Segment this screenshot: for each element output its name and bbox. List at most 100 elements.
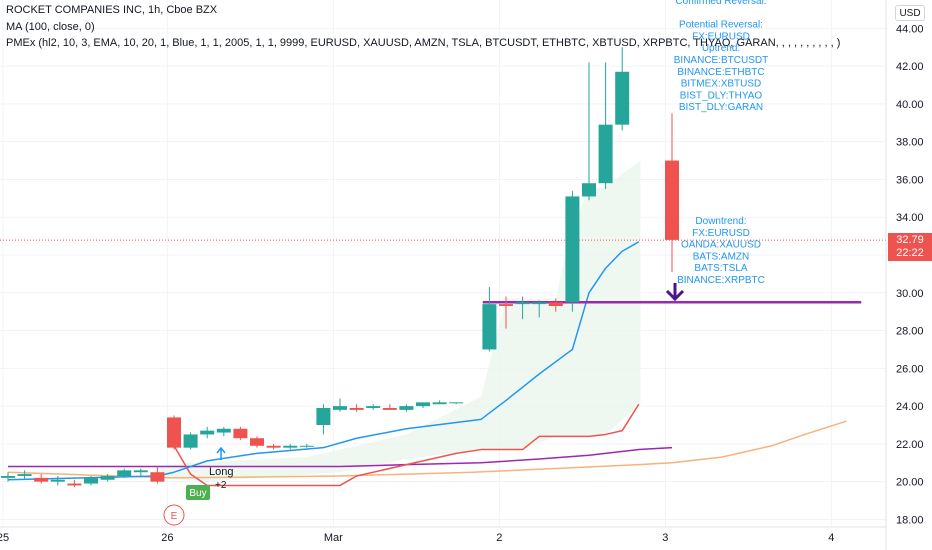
top-annotation-line: Potential Reversal:	[679, 20, 763, 31]
candles	[1, 47, 679, 488]
candle	[84, 476, 98, 486]
earnings-label: E	[171, 511, 178, 522]
long-count: +2	[215, 480, 227, 491]
candle	[299, 443, 314, 448]
candle-body	[233, 428, 248, 439]
candle	[34, 474, 49, 484]
candle	[349, 404, 364, 412]
candle	[582, 62, 596, 201]
candle-body	[399, 406, 414, 410]
ma-legend: MA (100, close, 0)	[6, 21, 95, 33]
candle	[432, 400, 447, 405]
y-tick-label: 42.00	[896, 61, 924, 73]
top-annotation-line: BITMEX:XBTUSD	[681, 79, 762, 90]
candle	[283, 443, 298, 450]
candle-body	[449, 402, 464, 404]
candle-body	[665, 160, 679, 240]
x-tick-label: 26	[161, 532, 173, 544]
candle-body	[283, 445, 298, 448]
symbol-legend: ROCKET COMPANIES INC, 1h, Cboe BZX	[6, 4, 218, 16]
top-annotation-line: BINANCE:BTCUSDT	[674, 55, 768, 66]
candle-body	[482, 304, 497, 350]
bottom-annotation-line: BINANCE:XRPBTC	[677, 275, 765, 286]
candle-body	[266, 445, 281, 448]
trend-cloud-area	[157, 160, 641, 482]
candle	[482, 287, 497, 352]
x-axis-ticks: 25 26 Mar 2 3 4	[0, 532, 834, 544]
candle-body	[499, 304, 513, 306]
top-annotation-line: BIST_DLY:THYAO	[680, 90, 763, 101]
pmex-legend: PMEx (hl2, 10, 3, EMA, 10, 20, 1, Blue, …	[6, 37, 841, 49]
ema-fast-line	[7, 241, 640, 481]
candle-body	[133, 470, 148, 473]
candle	[565, 190, 580, 312]
currency-button[interactable]: USD	[895, 5, 925, 21]
candle	[515, 296, 530, 320]
bottom-annotation-line: BATS:TSLA	[694, 263, 747, 274]
candle-body	[1, 476, 15, 478]
signal-markers: Long +2 Buy E	[163, 283, 685, 526]
candle	[67, 479, 82, 488]
candle-body	[382, 408, 397, 410]
candle	[233, 426, 248, 441]
candle-body	[50, 479, 65, 482]
candle-body	[200, 430, 215, 435]
ma100-line	[7, 420, 847, 479]
candle-body	[316, 408, 331, 425]
x-tick-label: Mar	[324, 532, 343, 544]
candle	[250, 436, 264, 448]
candle	[665, 113, 679, 272]
bottom-annotation-line: FX:EURUSD	[692, 228, 750, 239]
candle-body	[183, 434, 198, 448]
candle	[216, 426, 231, 437]
candle-body	[598, 124, 613, 184]
candle	[150, 466, 165, 484]
candle-body	[216, 428, 231, 433]
candle-body	[532, 302, 547, 305]
candle	[183, 432, 198, 450]
buy-badge	[186, 485, 210, 500]
bottom-annotation-line: OANDA:XAUUSD	[681, 240, 761, 251]
candle-body	[100, 476, 115, 480]
candle	[266, 443, 281, 450]
y-tick-label: 28.00	[896, 326, 924, 338]
x-tick-label: 3	[662, 532, 668, 544]
grid-lines	[0, 0, 886, 527]
y-tick-label: 24.00	[896, 401, 924, 413]
red-signal-line	[173, 403, 640, 487]
candle	[449, 402, 464, 405]
candle-body	[366, 406, 381, 408]
top-annotation-line: Uptrend:	[702, 43, 740, 54]
candle	[615, 47, 630, 131]
y-tick-label: 44.00	[896, 23, 924, 35]
candle	[133, 468, 148, 476]
x-tick-label: 4	[828, 532, 834, 544]
candle	[17, 470, 32, 480]
earnings-marker[interactable]	[163, 504, 185, 526]
down-arrow-icon	[665, 283, 685, 302]
candle	[532, 300, 547, 318]
top-annotation-line: BIST_DLY:GARAN	[679, 102, 763, 113]
candle-body	[349, 408, 364, 410]
bar-countdown: 22:22	[896, 247, 924, 259]
top-annotation-line: Confirmed Reversal:	[675, 0, 766, 7]
candle	[333, 398, 347, 412]
candle-body	[416, 402, 430, 407]
y-tick-label: 22.00	[896, 439, 924, 451]
candle-body	[117, 470, 132, 476]
bottom-annotation-line: Downtrend:	[695, 216, 746, 227]
scanner-annotations: Confirmed Reversal: Potential Reversal: FX…	[674, 0, 768, 286]
y-tick-label: 40.00	[896, 99, 924, 111]
y-tick-label: 30.00	[896, 288, 924, 300]
x-tick-label: 25	[0, 532, 9, 544]
candle-body	[565, 196, 580, 303]
y-tick-label: 26.00	[896, 363, 924, 375]
candle	[598, 62, 613, 189]
candle-body	[150, 472, 165, 482]
candle	[499, 296, 513, 329]
top-annotation-line: BINANCE:ETHBTC	[677, 67, 764, 78]
candle-body	[17, 474, 32, 476]
candle-body	[615, 71, 630, 125]
